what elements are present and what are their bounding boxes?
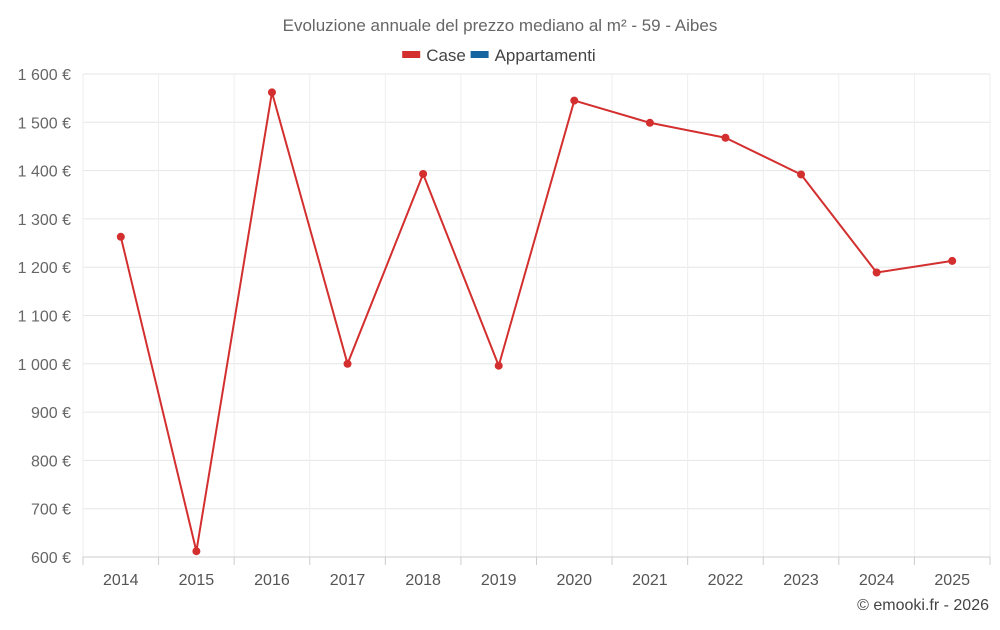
x-tick-label: 2022 xyxy=(708,572,744,589)
legend-label: Appartamenti xyxy=(495,46,596,65)
y-tick-label: 700 € xyxy=(31,502,71,519)
series-line-case xyxy=(119,91,953,553)
y-tick-label: 1 000 € xyxy=(18,357,71,374)
legend-item-appartamenti[interactable]: Appartamenti xyxy=(470,46,596,65)
data-point[interactable] xyxy=(192,547,201,556)
y-tick-label: 1 200 € xyxy=(18,260,71,277)
x-tick-label: 2016 xyxy=(254,572,290,589)
chart-title: Evoluzione annuale del prezzo mediano al… xyxy=(283,16,718,35)
data-point[interactable] xyxy=(721,133,730,142)
axes: 600 € 700 € 800 € 900 € 1 000 € 1 100 € 1 200 … xyxy=(18,67,991,589)
data-point[interactable] xyxy=(570,96,579,105)
credit-text: © emooki.fr - 2026 xyxy=(857,597,989,614)
y-tick-label: 600 € xyxy=(31,550,71,567)
y-tick-label: 800 € xyxy=(31,453,71,470)
x-tick-label: 2023 xyxy=(783,572,819,589)
x-tick-label: 2014 xyxy=(103,572,139,589)
y-tick-label: 900 € xyxy=(31,405,71,422)
grid xyxy=(82,73,991,558)
y-tick-label: 1 600 € xyxy=(18,67,71,84)
series-layer xyxy=(116,88,957,556)
legend: Case Appartamenti xyxy=(402,46,596,65)
data-point[interactable] xyxy=(343,359,352,368)
legend-label: Case xyxy=(426,46,466,65)
data-point[interactable] xyxy=(948,256,957,265)
data-point[interactable] xyxy=(797,170,806,179)
data-point[interactable] xyxy=(267,88,276,97)
data-point[interactable] xyxy=(645,118,654,127)
x-tick-label: 2021 xyxy=(632,572,668,589)
y-tick-label: 1 400 € xyxy=(18,164,71,181)
legend-swatch xyxy=(470,51,489,58)
y-tick-label: 1 100 € xyxy=(18,309,71,326)
data-point[interactable] xyxy=(116,232,125,241)
legend-item-case[interactable]: Case xyxy=(402,46,466,65)
x-tick-label: 2025 xyxy=(934,572,970,589)
x-tick-label: 2024 xyxy=(859,572,895,589)
x-tick-label: 2015 xyxy=(179,572,215,589)
y-tick-label: 1 500 € xyxy=(18,115,71,132)
x-tick-label: 2018 xyxy=(405,572,441,589)
data-point[interactable] xyxy=(419,169,428,178)
x-tick-label: 2017 xyxy=(330,572,366,589)
legend-swatch xyxy=(402,51,421,58)
data-point[interactable] xyxy=(494,361,503,370)
y-tick-label: 1 300 € xyxy=(18,212,71,229)
x-tick-label: 2020 xyxy=(556,572,592,589)
data-point[interactable] xyxy=(872,268,881,277)
x-tick-label: 2019 xyxy=(481,572,517,589)
